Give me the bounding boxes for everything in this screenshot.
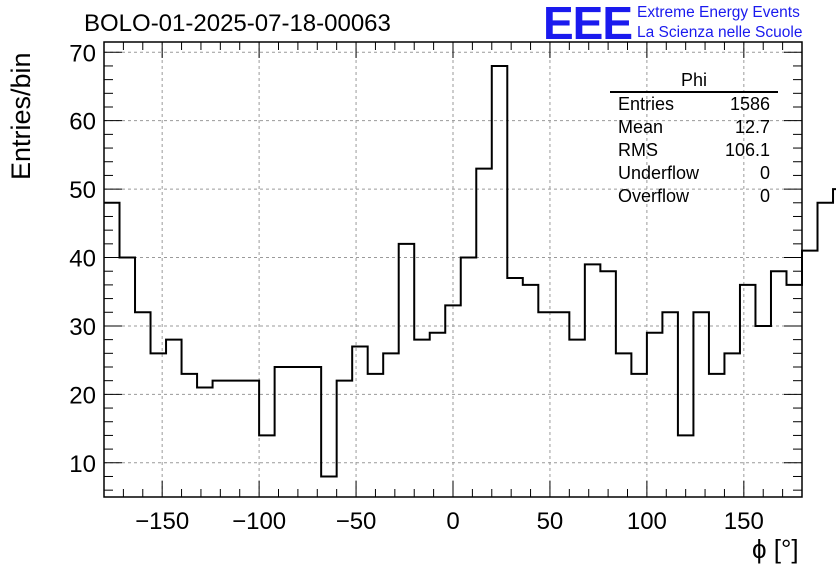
x-tick-label: 0 — [446, 508, 459, 535]
stat-value: 106.1 — [724, 140, 770, 160]
stat-label: Mean — [618, 117, 664, 137]
stat-value: 0 — [759, 163, 770, 183]
x-tick-label: 150 — [724, 508, 764, 535]
stats-title: Phi — [610, 70, 778, 93]
stat-label: Entries — [618, 94, 675, 114]
y-tick-label: 70 — [69, 40, 96, 67]
y-tick-label: 20 — [69, 382, 96, 409]
stat-row-mean: Mean 12.7 — [610, 116, 778, 139]
stats-box: Phi Entries 1586 Mean 12.7 RMS 106.1 Und… — [610, 70, 778, 208]
x-tick-label: 100 — [627, 508, 667, 535]
x-tick-label: −150 — [135, 508, 189, 535]
stat-value: 12.7 — [734, 117, 770, 137]
stat-row-underflow: Underflow 0 — [610, 162, 778, 185]
stat-row-entries: Entries 1586 — [610, 93, 778, 116]
x-tick-label: −50 — [336, 508, 377, 535]
stat-row-overflow: Overflow 0 — [610, 185, 778, 208]
y-tick-label: 30 — [69, 314, 96, 341]
y-axis-label: Entries/bin — [6, 52, 36, 180]
eee-logo: EEE — [543, 0, 633, 49]
x-tick-label: −100 — [232, 508, 286, 535]
stat-value: 0 — [759, 186, 770, 206]
histogram-line — [104, 64, 836, 478]
stat-label: Underflow — [618, 163, 700, 183]
stat-row-rms: RMS 106.1 — [610, 139, 778, 162]
chart-title: BOLO-01-2025-07-18-00063 — [84, 10, 391, 37]
y-tick-label: 50 — [69, 177, 96, 204]
stat-label: Overflow — [618, 186, 690, 206]
x-tick-label: 50 — [537, 508, 564, 535]
y-tick-label: 10 — [69, 451, 96, 478]
stat-label: RMS — [618, 140, 658, 160]
y-tick-label: 40 — [69, 246, 96, 273]
y-tick-label: 60 — [69, 109, 96, 136]
logo-line-1: Extreme Energy Events — [637, 4, 800, 21]
logo-caption: Extreme Energy Events La Scienza nelle S… — [637, 3, 802, 43]
stat-value: 1586 — [729, 94, 770, 114]
logo-line-2: La Scienza nelle Scuole — [637, 24, 803, 41]
x-axis-label: ϕ [°] — [752, 534, 799, 564]
